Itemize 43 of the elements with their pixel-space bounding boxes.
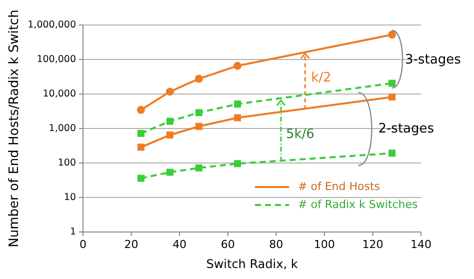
point <box>234 62 242 70</box>
y-tick-label: 1,000,000 <box>28 20 76 31</box>
point <box>194 74 203 83</box>
x-tick-label: 100 <box>314 238 335 251</box>
y-tick-label: 1,000 <box>48 123 76 134</box>
point <box>166 132 174 138</box>
annotation: 2-stages <box>378 121 434 136</box>
annotation: k/2 <box>311 70 332 86</box>
point <box>137 144 144 151</box>
x-axis-title: Switch Radix, k <box>206 257 298 271</box>
point <box>388 93 396 100</box>
point <box>195 122 202 130</box>
x-tick-label: 20 <box>124 238 138 251</box>
point <box>195 164 202 172</box>
point <box>388 150 396 157</box>
point <box>388 80 396 87</box>
x-tick-label: 0 <box>80 238 86 251</box>
point <box>234 160 242 168</box>
y-tick-label: 1 <box>70 226 76 238</box>
point <box>166 118 174 125</box>
x-tick-label: 60 <box>220 238 235 251</box>
point <box>136 106 145 114</box>
x-tick-label: 140 <box>410 238 432 251</box>
x-tick-label: 40 <box>172 238 187 251</box>
point <box>137 174 144 182</box>
point <box>166 168 174 176</box>
y-tick-label: 10 <box>64 192 76 204</box>
point <box>234 100 242 108</box>
y-tick-label: 100 <box>58 158 76 169</box>
x-tick-label: 80 <box>269 238 284 251</box>
point <box>137 130 144 137</box>
annotation: 5k/6 <box>286 126 314 142</box>
point <box>234 114 242 122</box>
point <box>388 30 396 39</box>
y-axis-title: Number of End Hosts/Radix k Switch <box>7 10 22 248</box>
annotation: 3-stages <box>405 52 462 68</box>
legend-label: # of End Hosts <box>298 180 380 194</box>
x-tick-label: 120 <box>362 238 384 251</box>
point <box>195 109 202 116</box>
y-tick-label: 100,000 <box>36 54 76 66</box>
point <box>166 88 174 96</box>
y-tick-label: 10,000 <box>42 88 76 100</box>
legend-label: # of Radix k Switches <box>298 198 418 212</box>
